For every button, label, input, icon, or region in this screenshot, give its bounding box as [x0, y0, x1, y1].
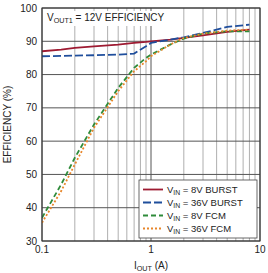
y-grid-line	[42, 141, 260, 142]
minor-grid-line	[74, 8, 75, 241]
minor-grid-line	[118, 8, 119, 241]
x-axis-label: IOUT (A)	[134, 260, 168, 273]
series-line	[42, 31, 249, 217]
y-tick-label: 90	[26, 36, 38, 47]
legend-swatch	[143, 202, 163, 204]
y-grid-line	[42, 74, 260, 75]
series-line	[42, 25, 249, 57]
y-tick-label: 60	[26, 136, 38, 147]
grid	[42, 8, 260, 241]
y-tick-label: 50	[26, 169, 38, 180]
chart: 304050607080901000.1110IOUT (A)EFFICIENC…	[0, 0, 268, 273]
legend-label: VIN = 36V FCM	[167, 223, 231, 235]
title-group: VOUT1 = 12V EFFICIENCY	[45, 11, 167, 26]
x-tick-label: 10	[254, 244, 266, 255]
x-tick-label: 0.1	[35, 244, 49, 255]
legend-label: VIN = 8V BURST	[167, 184, 238, 196]
plot-frame	[42, 8, 260, 241]
plot-background	[42, 8, 260, 241]
legend: VIN = 8V BURSTVIN = 36V BURSTVIN = 8V FC…	[139, 180, 257, 238]
legend-label: VIN = 8V FCM	[167, 210, 226, 222]
title: VOUT1 = 12V EFFICIENCY	[47, 12, 165, 25]
minor-grid-line	[107, 8, 108, 241]
y-tick-label: 100	[20, 3, 37, 14]
legend-swatch	[143, 189, 163, 191]
x-tick-label: 1	[148, 244, 154, 255]
y-grid-line	[42, 174, 260, 175]
legend-swatch	[143, 215, 163, 217]
y-grid-line	[42, 107, 260, 108]
y-tick-label: 80	[26, 69, 38, 80]
legend-box	[139, 180, 257, 238]
y-tick-label: 40	[26, 202, 38, 213]
title-background	[45, 11, 167, 26]
series-line	[42, 30, 249, 52]
y-axis-label: EFFICIENCY (%)	[2, 86, 13, 164]
y-tick-label: 70	[26, 102, 38, 113]
legend-label: VIN = 36V BURST	[167, 197, 243, 209]
legend-swatch	[143, 228, 163, 230]
